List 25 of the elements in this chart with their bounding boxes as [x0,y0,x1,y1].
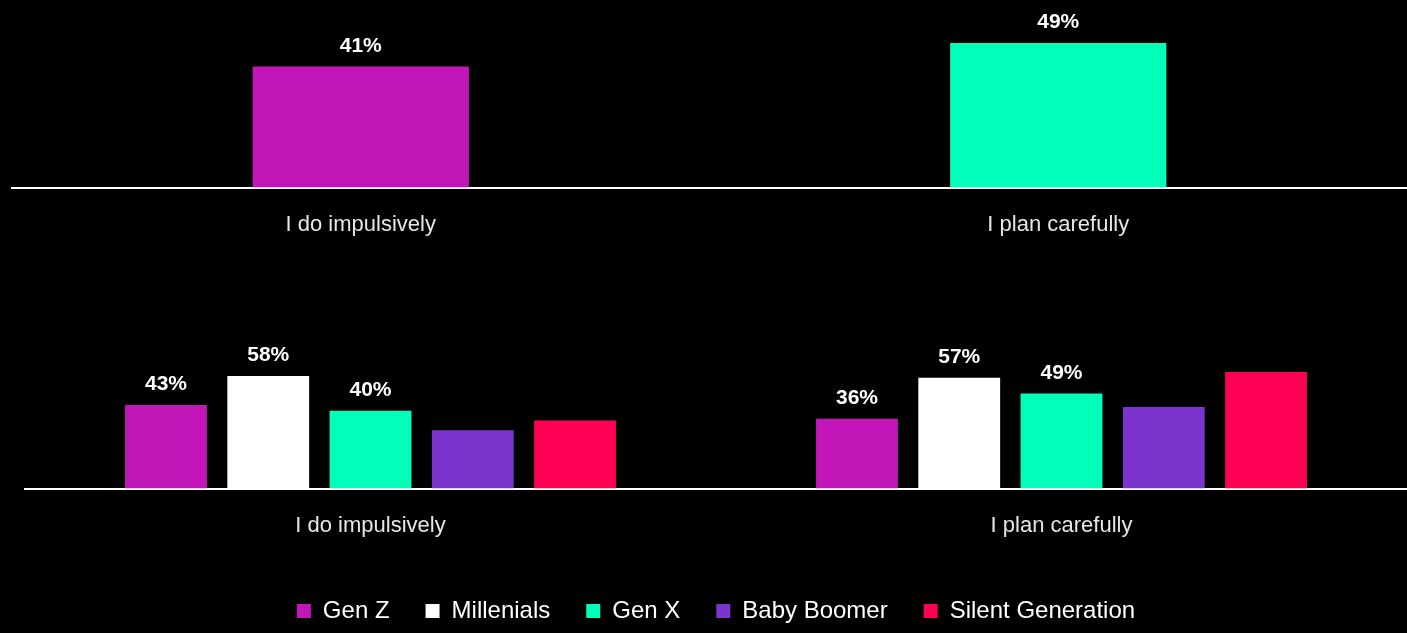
x-tick-label: I do impulsively [285,210,436,236]
data-label: 58% [247,342,290,366]
bar [816,418,898,489]
legend-label: Baby Boomer [742,595,888,623]
legend-label: Silent Generation [949,595,1136,623]
data-label: 41% [339,32,383,56]
data-label: 57% [938,344,981,368]
x-tick-label: I plan carefully [987,210,1130,236]
bar [431,430,514,489]
bar [125,405,207,489]
x-tick-label: I do impulsively [295,511,446,537]
bar [534,420,616,489]
bar [1225,372,1307,489]
bar [329,410,412,489]
legend-label: Gen Z [322,595,390,623]
bar [1122,406,1205,489]
legend-label: Gen X [612,595,681,623]
legend-label: Millenials [451,595,551,623]
data-label: 43% [144,371,188,395]
data-label: 49% [1037,9,1080,33]
data-label: 40% [349,377,392,401]
x-tick-label: I plan carefully [990,511,1133,537]
data-label: 49% [1040,359,1083,383]
bar [1020,393,1103,489]
data-label: 36% [835,384,879,408]
